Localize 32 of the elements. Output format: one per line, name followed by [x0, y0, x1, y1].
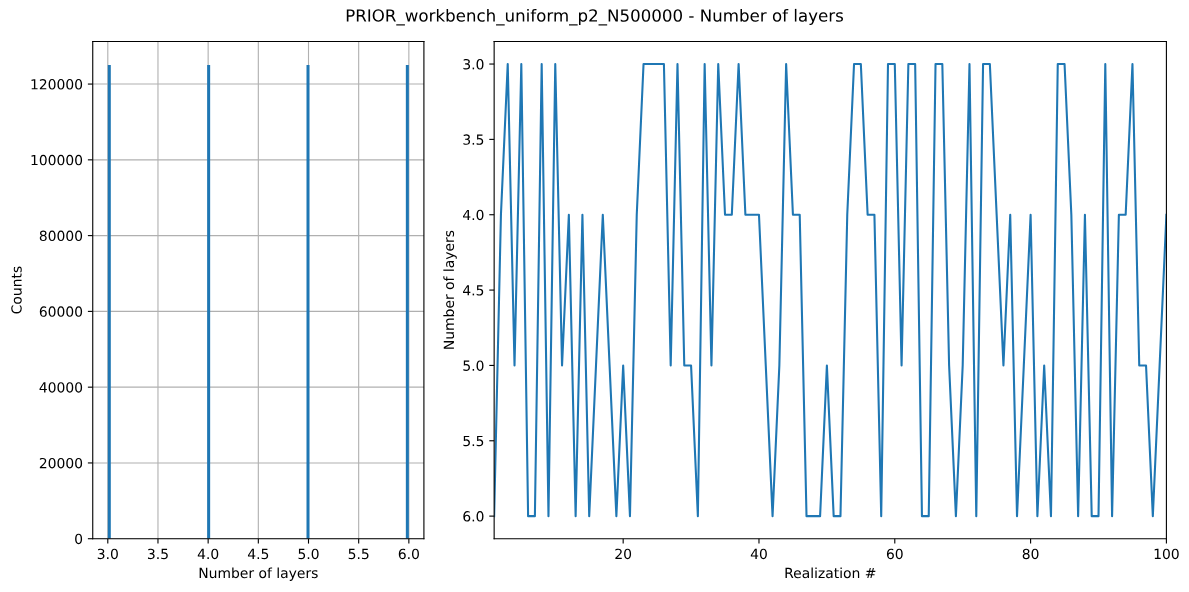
y-axis-title: Number of layers — [443, 230, 457, 349]
y-tick-label: 100000 — [31, 154, 83, 166]
text: PRIOR_workbench_uniform_p2_N500000 - Number of layers — [346, 8, 844, 26]
x-tick-label: 3.5 — [147, 548, 168, 560]
x-tick-label: 40 — [750, 548, 767, 560]
y-axis-title: Counts — [11, 266, 22, 314]
y-tick-label: 3.5 — [463, 134, 484, 145]
y-tick-label: 80000 — [39, 230, 83, 242]
x-tick-label: 20 — [615, 548, 632, 560]
y-tick-label: 20000 — [39, 457, 83, 469]
x-axis-title: Number of layers — [199, 567, 318, 581]
x-tick-label: 5.0 — [298, 548, 319, 560]
y-tick-label: 0 — [75, 533, 83, 545]
x-tick-label: 4.5 — [247, 548, 269, 560]
y-tick-label: 5.5 — [463, 435, 484, 447]
x-axis-title: Realization # — [785, 567, 876, 579]
x-tick-label: 5.5 — [348, 548, 369, 560]
y-tick-label: 120000 — [31, 79, 83, 90]
y-tick-label: 4.5 — [463, 285, 484, 296]
x-tick-label: 60 — [886, 548, 903, 560]
x-tick-label: 3.0 — [97, 548, 118, 560]
x-tick-label: 6.0 — [398, 548, 419, 560]
x-tick-label: 80 — [1022, 548, 1039, 560]
x-tick-label: 4.0 — [197, 548, 219, 560]
y-tick-label: 4.0 — [463, 209, 484, 221]
y-tick-label: 6.0 — [463, 511, 484, 522]
y-tick-label: 40000 — [39, 382, 83, 393]
y-tick-label: 3.0 — [463, 59, 484, 70]
line-series — [494, 63, 1167, 518]
y-tick-label: 5.0 — [463, 360, 484, 371]
x-tick-label: 100 — [1154, 548, 1179, 560]
y-tick-label: 60000 — [39, 306, 83, 317]
